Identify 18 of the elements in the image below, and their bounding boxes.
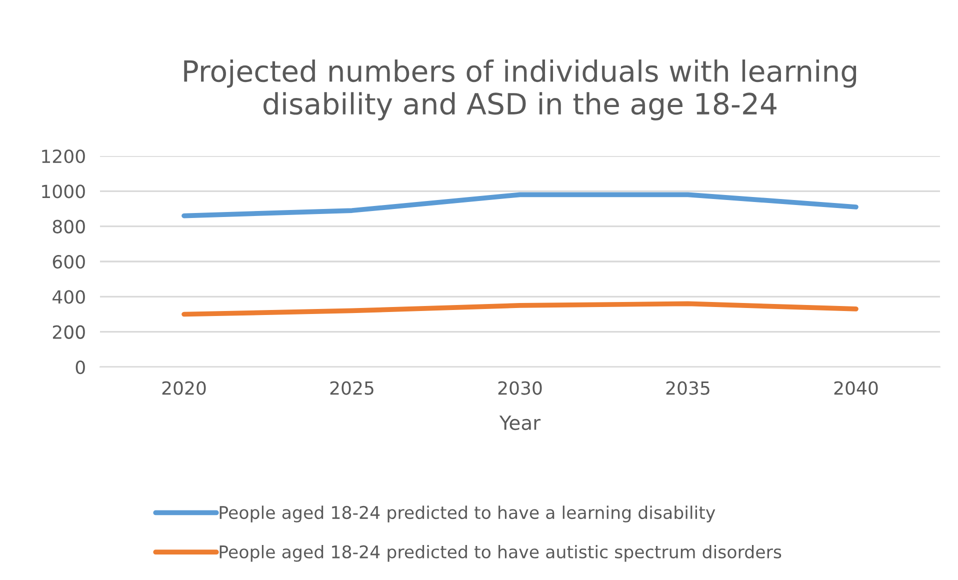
y-tick-label: 1200 [42, 149, 85, 164]
x-axis-title: Year [499, 416, 541, 430]
x-tick-label: 2020 [162, 381, 206, 395]
line-series [182, 192, 858, 218]
y-tick-label: 800 [52, 220, 85, 234]
x-tick-label: 2030 [498, 381, 542, 395]
y-tick-label: 0 [76, 360, 85, 374]
chart-title: Projected numbers of individuals with learning disability and ASD in the age 18-24 [184, 60, 856, 120]
legend-label: People aged 18-24 predicted to have a learning disability [220, 506, 716, 522]
line-series [182, 301, 858, 317]
y-tick-label: 200 [52, 325, 85, 339]
legend-label: People aged 18-24 predicted to have autistic spectrum disorders [220, 544, 782, 562]
y-tick-label: 600 [52, 254, 85, 269]
y-tick-label: 400 [52, 290, 85, 304]
x-tick-label: 2025 [330, 381, 374, 395]
y-tick-label: 1000 [42, 184, 85, 198]
x-tick-label: 2035 [666, 381, 710, 395]
x-tick-label: 2040 [834, 381, 878, 395]
